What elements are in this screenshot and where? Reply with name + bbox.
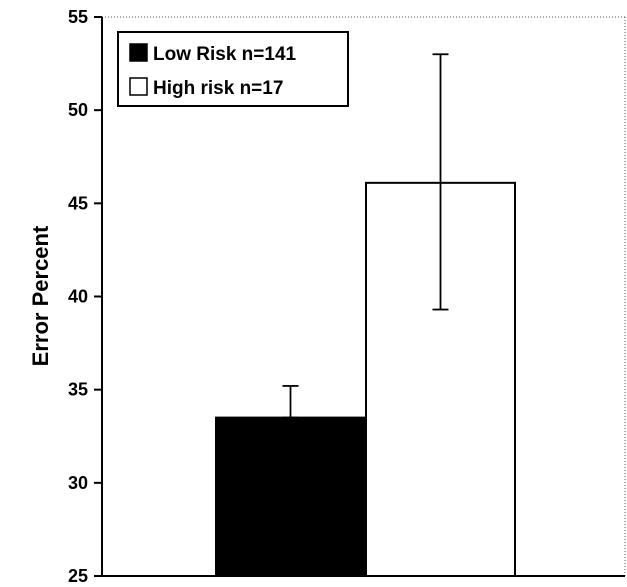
y-tick-label: 40 <box>68 287 88 307</box>
bars <box>215 181 516 577</box>
error-bar-high-risk <box>432 53 449 311</box>
error-bars <box>282 53 449 419</box>
y-tick-label: 50 <box>68 100 88 120</box>
error-bar-low-risk <box>282 385 299 419</box>
plot-frame <box>102 16 626 576</box>
y-tick-label: 25 <box>68 566 88 586</box>
legend: Low Risk n=141 High risk n=17 <box>117 31 349 107</box>
y-axis-title: Error Percent <box>28 225 53 366</box>
bar-low-risk <box>215 416 366 577</box>
y-tick-label: 55 <box>68 7 88 27</box>
legend-swatch-low-risk <box>129 43 148 62</box>
legend-swatch-high-risk <box>129 77 148 96</box>
legend-label-low-risk: Low Risk n=141 <box>153 44 297 65</box>
legend-box <box>117 31 349 107</box>
y-axis: 25 30 35 40 45 50 55 <box>68 7 625 586</box>
legend-label-high-risk: High risk n=17 <box>153 78 283 99</box>
y-tick-label: 45 <box>68 193 88 213</box>
y-tick-label: 30 <box>68 473 88 493</box>
y-tick-label: 35 <box>68 380 88 400</box>
